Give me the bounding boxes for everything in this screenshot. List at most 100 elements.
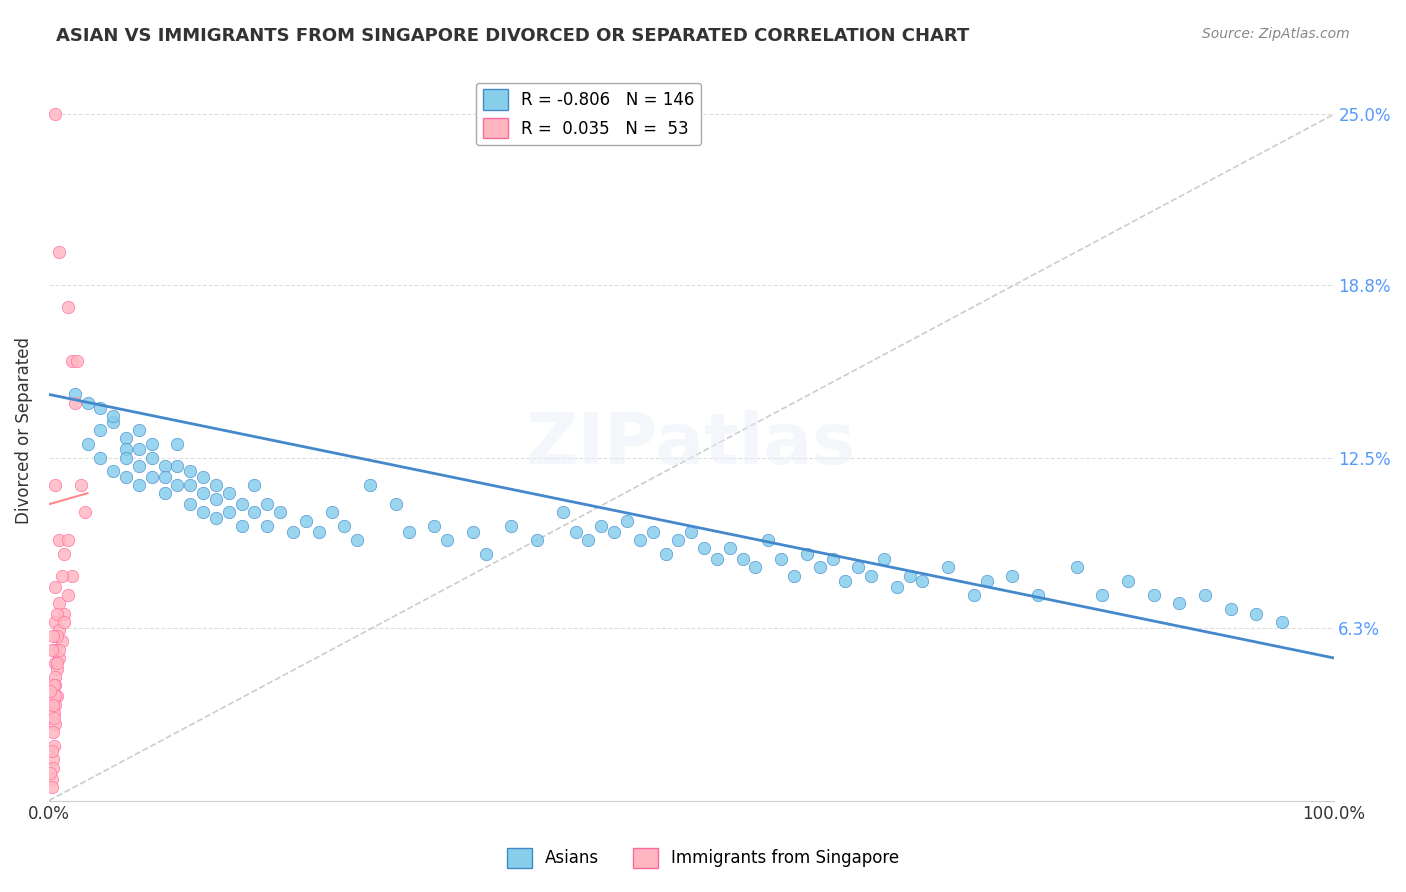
Immigrants from Singapore: [42, 629, 65, 643]
Text: ASIAN VS IMMIGRANTS FROM SINGAPORE DIVORCED OR SEPARATED CORRELATION CHART: ASIAN VS IMMIGRANTS FROM SINGAPORE DIVOR…: [56, 27, 970, 45]
Asians: [551, 505, 574, 519]
Asians: [578, 533, 600, 547]
Immigrants from Singapore: [44, 716, 66, 731]
Immigrants from Singapore: [42, 752, 65, 766]
Asians: [63, 387, 86, 401]
Asians: [256, 497, 278, 511]
Asians: [153, 469, 176, 483]
Immigrants from Singapore: [44, 615, 66, 630]
Asians: [603, 524, 626, 539]
Immigrants from Singapore: [44, 678, 66, 692]
Asians: [461, 524, 484, 539]
Immigrants from Singapore: [44, 580, 66, 594]
Y-axis label: Divorced or Separated: Divorced or Separated: [15, 336, 32, 524]
Immigrants from Singapore: [39, 683, 62, 698]
Asians: [846, 560, 869, 574]
Asians: [911, 574, 934, 588]
Asians: [308, 524, 330, 539]
Asians: [128, 423, 150, 437]
Asians: [1271, 615, 1294, 630]
Asians: [205, 511, 228, 525]
Immigrants from Singapore: [44, 698, 66, 712]
Asians: [770, 552, 793, 566]
Immigrants from Singapore: [41, 772, 63, 786]
Immigrants from Singapore: [45, 690, 67, 704]
Asians: [166, 458, 188, 473]
Immigrants from Singapore: [51, 568, 73, 582]
Asians: [654, 547, 676, 561]
Immigrants from Singapore: [45, 629, 67, 643]
Immigrants from Singapore: [48, 596, 70, 610]
Asians: [398, 524, 420, 539]
Asians: [103, 409, 125, 424]
Asians: [166, 478, 188, 492]
Immigrants from Singapore: [39, 766, 62, 780]
Asians: [873, 552, 896, 566]
Asians: [693, 541, 716, 555]
Asians: [89, 401, 111, 416]
Asians: [1143, 588, 1166, 602]
Asians: [115, 469, 138, 483]
Asians: [898, 568, 921, 582]
Asians: [718, 541, 741, 555]
Asians: [153, 458, 176, 473]
Immigrants from Singapore: [42, 739, 65, 753]
Asians: [103, 415, 125, 429]
Legend: Asians, Immigrants from Singapore: Asians, Immigrants from Singapore: [501, 841, 905, 875]
Asians: [115, 450, 138, 465]
Asians: [706, 552, 728, 566]
Immigrants from Singapore: [58, 588, 80, 602]
Asians: [1194, 588, 1216, 602]
Asians: [179, 478, 201, 492]
Asians: [243, 478, 266, 492]
Asians: [564, 524, 586, 539]
Asians: [191, 505, 214, 519]
Asians: [243, 505, 266, 519]
Asians: [153, 486, 176, 500]
Immigrants from Singapore: [58, 300, 80, 314]
Asians: [128, 458, 150, 473]
Immigrants from Singapore: [44, 642, 66, 657]
Asians: [141, 469, 163, 483]
Immigrants from Singapore: [48, 533, 70, 547]
Asians: [359, 478, 381, 492]
Asians: [218, 505, 240, 519]
Immigrants from Singapore: [44, 107, 66, 121]
Asians: [834, 574, 856, 588]
Asians: [89, 450, 111, 465]
Asians: [103, 464, 125, 478]
Asians: [474, 547, 496, 561]
Asians: [115, 442, 138, 457]
Immigrants from Singapore: [60, 568, 83, 582]
Asians: [191, 486, 214, 500]
Asians: [179, 464, 201, 478]
Asians: [821, 552, 844, 566]
Immigrants from Singapore: [42, 725, 65, 739]
Immigrants from Singapore: [48, 244, 70, 259]
Immigrants from Singapore: [70, 478, 93, 492]
Asians: [179, 497, 201, 511]
Asians: [89, 423, 111, 437]
Immigrants from Singapore: [44, 690, 66, 704]
Immigrants from Singapore: [53, 547, 76, 561]
Immigrants from Singapore: [48, 651, 70, 665]
Asians: [128, 478, 150, 492]
Asians: [1246, 607, 1268, 621]
Asians: [616, 514, 638, 528]
Asians: [1219, 601, 1241, 615]
Asians: [436, 533, 458, 547]
Immigrants from Singapore: [45, 657, 67, 671]
Asians: [1001, 568, 1024, 582]
Asians: [423, 519, 446, 533]
Immigrants from Singapore: [66, 354, 89, 368]
Immigrants from Singapore: [44, 478, 66, 492]
Asians: [166, 437, 188, 451]
Asians: [668, 533, 690, 547]
Immigrants from Singapore: [42, 698, 65, 712]
Immigrants from Singapore: [44, 670, 66, 684]
Immigrants from Singapore: [41, 642, 63, 657]
Immigrants from Singapore: [45, 662, 67, 676]
Asians: [1091, 588, 1114, 602]
Asians: [141, 437, 163, 451]
Asians: [1026, 588, 1049, 602]
